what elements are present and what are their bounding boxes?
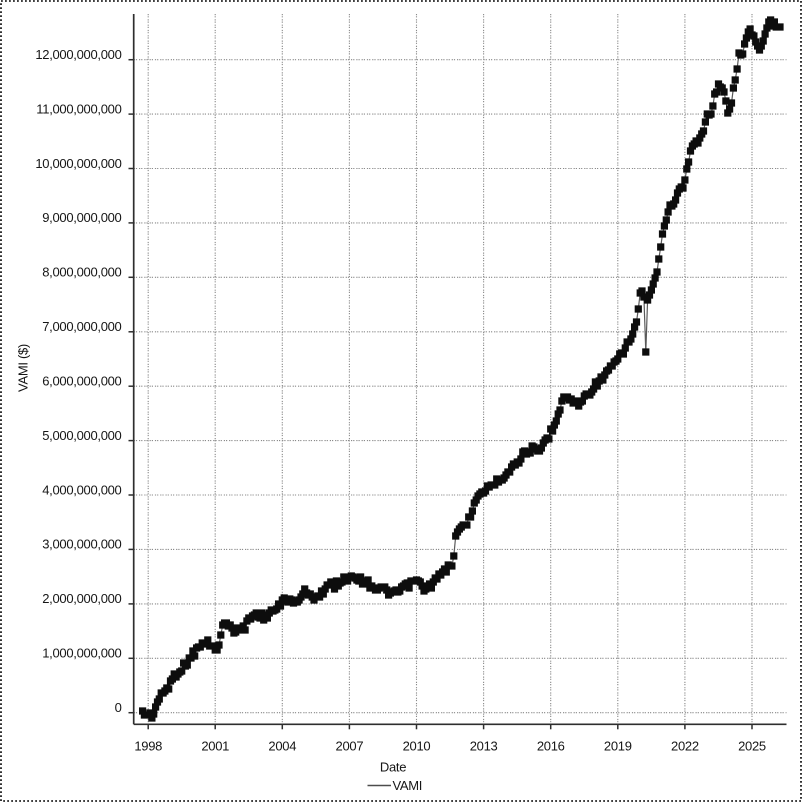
svg-text:9,000,000,000: 9,000,000,000 [42, 210, 121, 225]
svg-text:2004: 2004 [268, 739, 296, 754]
svg-text:2013: 2013 [470, 739, 498, 754]
svg-text:10,000,000,000: 10,000,000,000 [35, 156, 121, 171]
svg-text:8,000,000,000: 8,000,000,000 [42, 265, 121, 280]
svg-text:VAMI: VAMI [393, 778, 423, 793]
svg-text:VAMI ($): VAMI ($) [16, 344, 31, 392]
svg-text:2025: 2025 [738, 739, 766, 754]
svg-text:12,000,000,000: 12,000,000,000 [35, 47, 121, 62]
svg-text:3,000,000,000: 3,000,000,000 [42, 537, 121, 552]
svg-text:1998: 1998 [134, 739, 162, 754]
svg-text:0: 0 [115, 700, 122, 715]
svg-text:2016: 2016 [537, 739, 565, 754]
svg-text:2,000,000,000: 2,000,000,000 [42, 591, 121, 606]
svg-text:1,000,000,000: 1,000,000,000 [42, 646, 121, 661]
svg-text:2019: 2019 [604, 739, 632, 754]
svg-text:2010: 2010 [403, 739, 431, 754]
svg-text:11,000,000,000: 11,000,000,000 [36, 101, 121, 116]
svg-text:2001: 2001 [201, 739, 229, 754]
svg-text:6,000,000,000: 6,000,000,000 [42, 374, 121, 389]
svg-text:7,000,000,000: 7,000,000,000 [42, 319, 121, 334]
svg-text:4,000,000,000: 4,000,000,000 [42, 482, 121, 497]
svg-text:2022: 2022 [671, 739, 699, 754]
svg-text:5,000,000,000: 5,000,000,000 [42, 428, 121, 443]
svg-text:Date: Date [380, 760, 406, 775]
svg-text:2007: 2007 [336, 739, 364, 754]
